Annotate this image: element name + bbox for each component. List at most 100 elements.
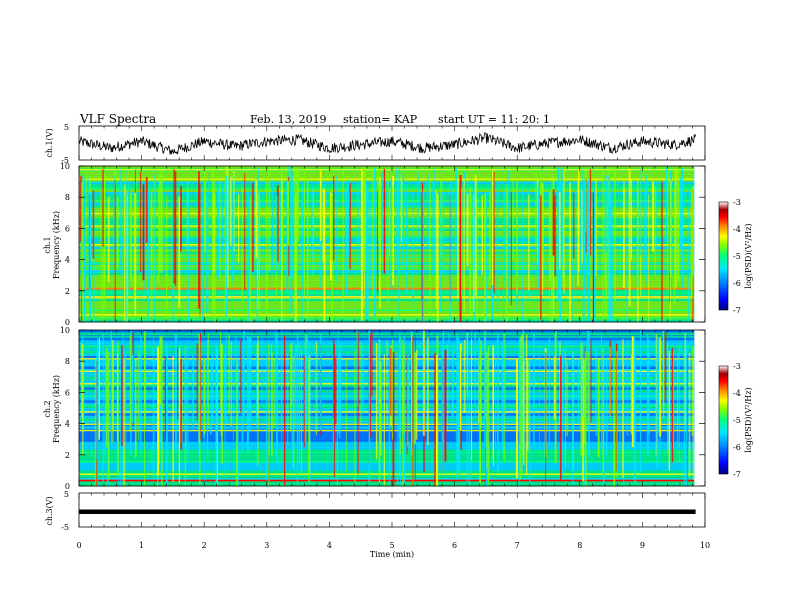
spectrogram-sferic [655, 334, 657, 456]
spectrogram-sferic [463, 178, 465, 312]
spectrogram-sferic [251, 182, 254, 272]
ch1-spectrogram-ylabel-frequency: Frequency (kHz) [52, 211, 61, 279]
spectrogram-band [79, 197, 695, 201]
spectrogram-carrier-line [79, 236, 695, 238]
spectrogram-carrier-line [79, 461, 695, 463]
spectrogram-sferic [584, 178, 587, 296]
x-tick-label: 0 [76, 541, 81, 550]
spectrogram-sferic [561, 168, 564, 267]
ch1-colorbar-label: log(PSD)(V²/Hz) [744, 223, 753, 288]
spectrogram-carrier-line [79, 178, 695, 180]
spectrogram-carrier-line [79, 292, 695, 294]
spectrogram-sferic [667, 341, 669, 453]
spectrogram-band [79, 166, 695, 170]
ch2-colorbar: -3 -4 -5 -6 -7 log(PSD)(V²/Hz) [718, 362, 753, 479]
spectrogram-sferic [444, 350, 447, 462]
spectrogram-sferic [125, 193, 127, 322]
spectrogram-sferic [213, 193, 216, 274]
y-tick-label: 8 [65, 193, 70, 202]
spectrogram-sferic [266, 352, 268, 481]
spectrogram-band [79, 423, 695, 427]
spectrogram-sferic [390, 178, 393, 289]
spectrogram-sferic [173, 169, 176, 284]
spectrogram-sferic [673, 192, 676, 305]
spectrogram-carrier-line [79, 479, 695, 482]
spectrogram-band [79, 330, 695, 334]
spectrogram-sferic [529, 360, 531, 486]
ch2-spectrogram-ylabel-frequency: Frequency (kHz) [52, 375, 61, 443]
spectrogram-sferic [228, 176, 231, 254]
spectrogram-sferic [291, 170, 293, 280]
spectrogram-band [79, 436, 695, 440]
spectrogram-sferic [257, 194, 259, 310]
spectrogram-sferic [119, 347, 122, 486]
ch1-colorbar-tick: -5 [733, 252, 741, 261]
spectrogram-sferic [206, 339, 209, 460]
spectrogram-sferic [315, 349, 318, 431]
spectrogram-sferic [290, 342, 293, 406]
spectrogram-sferic [466, 334, 469, 485]
spectrogram-sferic [226, 166, 229, 288]
spectrogram-sferic [492, 169, 494, 257]
x-tick-label: 10 [700, 541, 710, 550]
spectrogram-sferic [434, 352, 436, 486]
spectrogram-sferic [448, 333, 450, 414]
spectrogram-sferic [335, 175, 337, 282]
spectrogram-sferic [237, 194, 240, 263]
spectrogram-sferic [563, 169, 565, 293]
spectrogram-band [79, 184, 695, 188]
ch2-colorbar-label: log(PSD)(V²/Hz) [744, 387, 753, 452]
spectrogram-sferic [97, 339, 100, 421]
ch1-colorbar-scale [718, 201, 729, 311]
spectrogram-sferic [488, 345, 490, 485]
spectrogram-sferic [582, 183, 585, 322]
spectrogram-sferic [608, 196, 610, 322]
spectrogram-sferic [337, 331, 340, 434]
spectrogram-sferic [640, 330, 642, 473]
spectrogram-band [79, 462, 695, 466]
spectrogram-sferic [648, 338, 650, 435]
spectrogram-sferic [140, 336, 142, 453]
spectrogram-sferic [609, 194, 612, 322]
spectrogram-nodata [694, 330, 705, 486]
spectrogram-sferic [521, 188, 523, 322]
spectrogram-sferic [379, 361, 382, 456]
ch3-waveform-panel: 5 -5 [61, 490, 706, 532]
spectrogram-sferic [271, 343, 273, 456]
spectrogram-sferic [545, 352, 547, 486]
spectrogram-band [79, 254, 695, 258]
spectrogram-sferic [582, 357, 584, 482]
spectrogram-sferic [436, 193, 439, 322]
spectrogram-band [79, 202, 695, 206]
spectrogram-sferic [223, 352, 225, 418]
spectrogram-sferic [442, 189, 445, 283]
spectrogram-sferic [148, 184, 150, 290]
spectrogram-sferic [392, 352, 395, 486]
spectrogram-sferic [220, 331, 222, 406]
x-tick-label: 5 [389, 541, 394, 550]
spectrogram-sferic [295, 168, 298, 290]
spectrogram-sferic [433, 169, 435, 271]
spectrogram-sferic [540, 195, 542, 320]
spectrogram-sferic [655, 187, 657, 250]
spectrogram-carrier-line [79, 309, 695, 311]
spectrogram-sferic [491, 167, 493, 319]
spectrogram-sferic [276, 195, 278, 272]
spectrogram-band [79, 301, 695, 305]
spectrogram-carrier-line [79, 262, 695, 265]
spectrogram-sferic [588, 352, 590, 424]
spectrogram-sferic [80, 343, 83, 418]
spectrogram-sferic [354, 350, 356, 486]
spectrogram-sferic [390, 347, 392, 416]
spectrogram-sferic [665, 166, 668, 242]
spectrogram-band [79, 264, 695, 268]
spectrogram-sferic [332, 176, 335, 261]
spectrogram-sferic [625, 192, 627, 322]
spectrogram-sferic [308, 357, 310, 482]
spectrogram-sferic [319, 334, 322, 431]
spectrogram-band [79, 259, 695, 263]
spectrogram-sferic [293, 355, 295, 470]
spectrogram-sferic [94, 359, 97, 486]
spectrogram-band [79, 207, 695, 211]
spectrogram-sferic [391, 339, 393, 440]
